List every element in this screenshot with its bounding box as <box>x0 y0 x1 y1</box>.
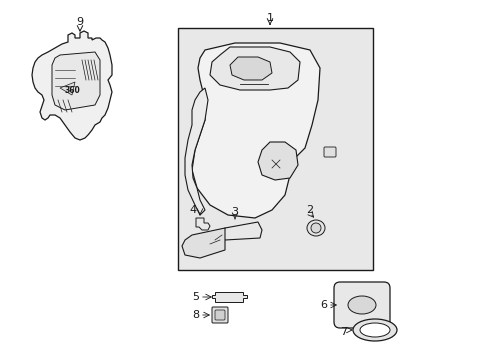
Text: 360: 360 <box>64 86 80 95</box>
Polygon shape <box>182 228 224 258</box>
Polygon shape <box>220 222 262 240</box>
Polygon shape <box>192 43 319 218</box>
Text: 1: 1 <box>266 13 273 23</box>
Polygon shape <box>212 292 246 302</box>
Polygon shape <box>229 57 271 80</box>
Polygon shape <box>60 82 75 95</box>
Ellipse shape <box>352 319 396 341</box>
Polygon shape <box>32 31 112 140</box>
Text: 8: 8 <box>192 310 199 320</box>
Text: 7: 7 <box>340 327 347 337</box>
FancyBboxPatch shape <box>324 147 335 157</box>
Text: 2: 2 <box>306 205 313 215</box>
Text: 5: 5 <box>192 292 199 302</box>
Text: 3: 3 <box>231 207 238 217</box>
FancyBboxPatch shape <box>215 310 224 320</box>
Polygon shape <box>184 88 207 215</box>
FancyBboxPatch shape <box>212 307 227 323</box>
Polygon shape <box>52 52 100 110</box>
Text: 9: 9 <box>76 17 83 27</box>
Ellipse shape <box>359 323 389 337</box>
Text: 4: 4 <box>189 205 196 215</box>
Text: 6: 6 <box>320 300 327 310</box>
Ellipse shape <box>306 220 325 236</box>
Polygon shape <box>196 218 209 230</box>
Ellipse shape <box>310 223 320 233</box>
Polygon shape <box>209 47 299 90</box>
Ellipse shape <box>347 296 375 314</box>
Bar <box>178 28 372 270</box>
Polygon shape <box>258 142 297 180</box>
FancyBboxPatch shape <box>333 282 389 328</box>
